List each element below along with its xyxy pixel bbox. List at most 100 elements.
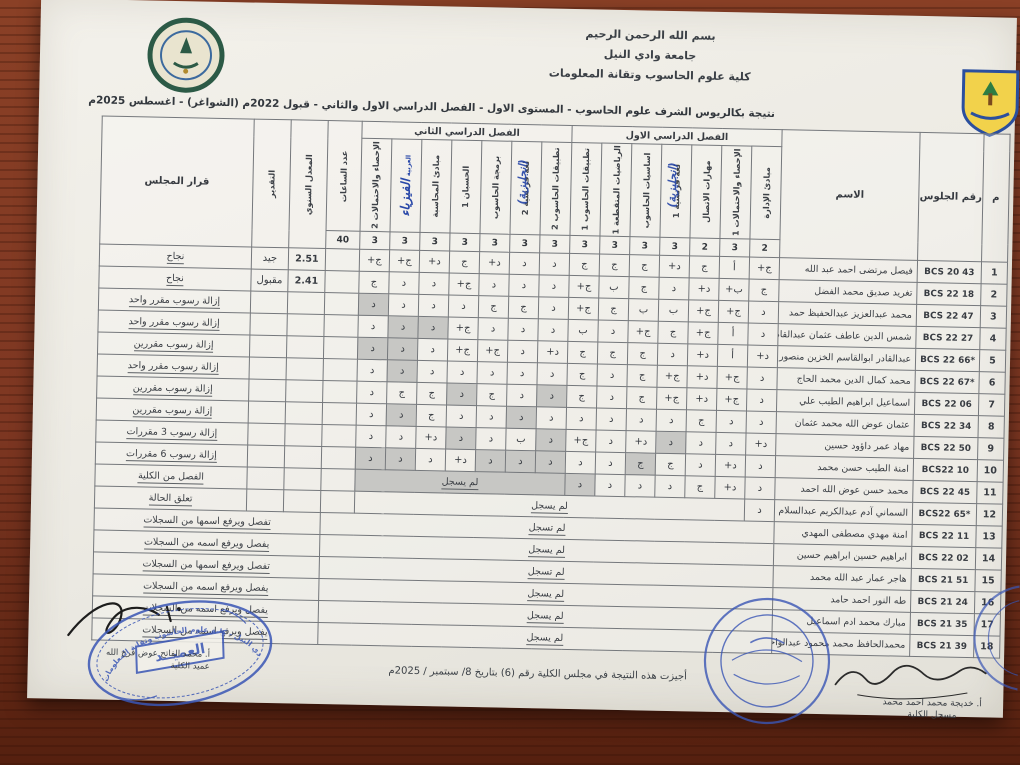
cell-text: د [550,324,556,336]
cell-text: أ [731,350,735,362]
grade-cell: ج+ [477,339,508,363]
grade-cell: د [478,273,510,297]
cell-text: ج+ [456,278,472,290]
grade-cell: د [747,323,779,346]
student-name: شمس الدين عاطف عثمان عبدالقادر [777,323,917,349]
cell-text: لم يسجل [526,632,564,646]
subject-label: الحسبان 1 [460,165,472,208]
seat-number: BCS 22 45 [912,480,978,504]
subject-header: اساسيات الحاسوب [629,143,662,238]
grade-cell: ج+ [447,317,479,340]
cell-text: ج [641,260,648,272]
grade-cell: د [538,274,570,298]
grade-cell: د+ [445,448,476,472]
cell-text: د [458,410,464,422]
col-header-name: الاسم [779,129,921,261]
grade-cell: ج+ [716,366,748,390]
grade-cell: د [535,450,566,474]
row-number: 12 [976,503,1003,527]
grade-cell: د [387,337,418,361]
grade-cell: د [388,271,420,295]
grade-cell: ج [657,321,689,344]
cell-text: د [488,455,493,467]
seat-number: BCS 22 34 [914,414,979,438]
subject-hours: 3 [629,236,660,256]
cell-text: د+ [697,283,711,295]
cell-text: د [728,416,734,428]
grade-label-cell: جيد [251,247,289,270]
row-number: 2 [980,283,1008,307]
decision-text: إزالة رسوب 3 مقررات [126,426,218,441]
gpa-cell [284,445,322,469]
subject-label: تطبيقات الحاسوب 2 [550,147,562,231]
grade-cell: د [356,403,387,426]
grade-cell [323,314,359,338]
total-hours: 40 [325,230,360,250]
grade-cell: د [596,364,628,387]
edge-stamp-fragment [973,585,1020,692]
grade-cell: د [536,362,568,386]
grade-cell: د+ [715,454,746,478]
grade-cell: ج+ [656,365,688,388]
col-header-hours: عدد الساعات [325,120,363,232]
grade-cell [324,270,360,294]
cell-text: د [548,456,553,468]
seat-number: BCS22 65* [912,502,977,526]
grade-cell: د+ [747,345,778,368]
decision-cell: إزالة رسوب مقرر واحد [97,353,250,380]
col-header-grade-label: التقدير [266,169,277,198]
cell-text: د [552,258,557,270]
grade-cell: ج [626,364,658,388]
dean-name: أ. محمد الفاتح عوض فرج الله [105,647,211,660]
document-header: بسم الله الرحمن الرحيم جامعة وادي النيل … [270,21,1020,89]
grade-cell: ج [597,342,628,365]
grade-cell: د+ [714,476,746,499]
grade-cell: د [416,360,448,383]
cell-text: ج+ [664,392,680,405]
cell-text: د [431,278,437,290]
grade-label-cell [246,489,284,512]
decision-cell: إزالة رسوب 6 مقررات [95,441,248,468]
grade-cell: ج [689,255,720,279]
decision-text: إزالة رسوب مقرر واحد [127,360,219,375]
grade-cell: د [386,359,418,383]
cell-text: أ [732,262,736,274]
cell-text: ج+ [724,372,740,384]
decision-cell: نجاح [98,265,252,292]
cell-text: ج+ [575,303,592,315]
cell-text: د [549,368,555,380]
cell-text: ج [427,410,435,422]
cell-text: د [401,277,407,289]
grade-cell: د [539,252,570,276]
cell-text: ج [638,392,646,404]
grade-cell: د [746,389,777,412]
grade-cell: د [445,426,477,450]
cell-text: د [519,389,525,402]
grade-cell: د [475,427,507,451]
grade-cell: ج+ [688,299,719,323]
grade-cell: د [418,272,450,296]
grade-cell: ج [386,381,417,405]
cell-text: د [520,345,525,358]
gpa-value: 2.41 [294,275,319,287]
subject-hours: 3 [719,238,750,258]
grade-cell [322,380,357,404]
grade-cell [322,358,358,382]
decision-cell: الفصل من الكلية [94,463,248,490]
grade-cell: د [566,407,597,431]
subject-header: العربية الفيزياء [389,138,422,233]
seat-number-text: BCS22 65* [918,508,971,520]
cell-text: د [518,455,523,468]
cell-text: د+ [695,393,709,405]
subject-hours: 3 [509,234,540,253]
row-number: 9 [977,437,1004,461]
grade-cell [321,446,356,470]
cell-text: د [608,413,614,425]
seat-number: BCS 22 50 [913,436,978,460]
dean-title: عميد الكلية [170,661,210,672]
gpa-cell: 2.41 [287,269,326,293]
subject-header: لغة فرنسية 2 (انجليزية) [509,141,542,235]
gpa-cell [285,401,323,425]
cell-text: ج [579,347,586,359]
cell-text: د [698,437,704,449]
